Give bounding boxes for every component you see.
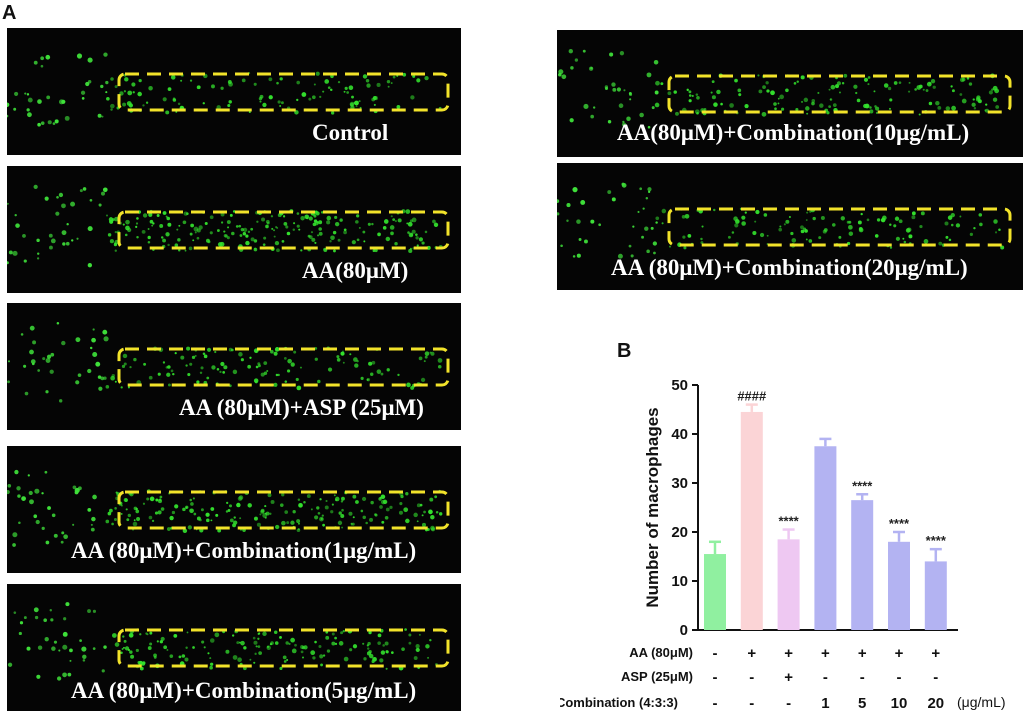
region-box <box>117 490 450 530</box>
significance-mark: **** <box>926 533 947 548</box>
significance-mark: **** <box>889 516 910 531</box>
treatment-cell: + <box>895 645 904 662</box>
treatment-cell: + <box>747 645 756 662</box>
treatment-cell: + <box>784 645 793 662</box>
treatment-cell: + <box>858 645 867 662</box>
image-canvas <box>7 184 450 268</box>
treatment-row-label: AA (80μM) <box>629 645 693 660</box>
image-caption: AA(80μM) <box>302 258 409 283</box>
treatment-cell: 5 <box>858 695 866 712</box>
fluorescence-image-combo-20: AA (80μM)+Combination(20μg/mL) <box>557 163 1023 290</box>
fluorescence-image-combo-1: AA (80μM)+Combination(1μg/mL) <box>7 446 461 573</box>
treatment-cell: - <box>897 669 902 686</box>
image-canvas <box>7 52 450 127</box>
error-bar <box>929 547 942 562</box>
treatment-row-label: Combination (4:3:3) <box>560 695 678 710</box>
fluorescent-dots <box>7 469 443 547</box>
region-box <box>117 347 450 387</box>
image-canvas <box>7 469 450 547</box>
fluorescence-image-control: Control <box>7 28 461 155</box>
y-axis-label: Number of macrophages <box>643 407 662 607</box>
bar <box>888 541 910 630</box>
fluorescent-dots <box>558 49 1000 129</box>
y-tick-label: 10 <box>671 573 688 590</box>
treatment-unit: (μg/mL) <box>957 694 1006 710</box>
bar <box>851 500 874 630</box>
treatment-cell: - <box>860 669 865 686</box>
error-bar <box>856 493 869 501</box>
treatment-cell: 1 <box>821 695 829 712</box>
image-caption: Control <box>312 120 389 145</box>
fluorescence-image-combo-5: AA (80μM)+Combination(5μg/mL) <box>7 584 461 711</box>
error-bar <box>782 528 795 540</box>
significance-mark: **** <box>852 478 873 493</box>
bar <box>740 411 763 630</box>
bar <box>777 539 800 630</box>
y-tick-label: 0 <box>680 622 688 639</box>
treatment-cell: - <box>713 695 718 712</box>
fluorescence-image-aa: AA(80μM) <box>7 166 461 293</box>
treatment-cell: + <box>784 669 793 686</box>
image-caption: AA (80μM)+Combination(5μg/mL) <box>71 678 417 703</box>
macrophage-bar-chart: Number of macrophages 0 10 20 30 40 50 #### ****… <box>560 377 1006 712</box>
treatment-cell: + <box>931 645 940 662</box>
bar <box>704 554 726 630</box>
treatment-cell: - <box>713 669 718 686</box>
y-tick-label: 40 <box>671 426 688 443</box>
treatment-cell: 10 <box>891 695 908 712</box>
panel-b-label: B <box>617 340 632 362</box>
fluorescent-dots <box>7 322 443 403</box>
image-caption: AA (80μM)+ASP (25μM) <box>179 395 424 420</box>
image-canvas <box>7 322 450 403</box>
fluorescent-dots <box>557 182 1005 259</box>
region-box <box>117 210 450 250</box>
error-bar <box>745 403 758 412</box>
treatment-cell: 20 <box>927 695 944 712</box>
treatment-cell: - <box>933 669 938 686</box>
fluorescence-image-combo-10: AA(80μM)+Combination(10μg/mL) <box>557 30 1023 157</box>
bar <box>814 446 837 630</box>
error-bar <box>819 437 832 447</box>
treatment-cell: + <box>821 645 830 662</box>
image-canvas <box>558 49 1012 129</box>
fluorescence-image-aa-asp: AA (80μM)+ASP (25μM) <box>7 303 461 430</box>
panel-a-label: A <box>2 2 17 24</box>
bar <box>924 561 947 630</box>
significance-mark: **** <box>778 514 799 529</box>
region-box <box>667 207 1012 247</box>
treatment-cell: - <box>749 669 754 686</box>
treatment-cell: - <box>713 645 718 662</box>
region-box <box>667 74 1012 114</box>
fluorescent-dots <box>7 184 443 268</box>
region-box <box>117 628 450 668</box>
fluorescent-dots <box>7 602 438 681</box>
y-tick-label: 20 <box>671 524 688 541</box>
significance-mark: #### <box>737 389 767 404</box>
fluorescent-dots <box>7 52 442 127</box>
treatment-cell: - <box>823 669 828 686</box>
y-tick-label: 30 <box>671 475 688 492</box>
treatment-cell: - <box>786 695 791 712</box>
region-box <box>117 72 450 112</box>
y-tick-label: 50 <box>671 377 688 394</box>
image-caption: AA(80μM)+Combination(10μg/mL) <box>617 120 970 145</box>
image-caption: AA (80μM)+Combination(20μg/mL) <box>611 255 968 280</box>
treatment-cell: - <box>749 695 754 712</box>
error-bar <box>893 530 905 542</box>
image-canvas <box>557 182 1012 259</box>
treatment-row-label: ASP (25μM) <box>621 669 693 684</box>
image-canvas <box>7 602 450 681</box>
error-bar <box>709 540 721 555</box>
image-caption: AA (80μM)+Combination(1μg/mL) <box>71 538 417 563</box>
